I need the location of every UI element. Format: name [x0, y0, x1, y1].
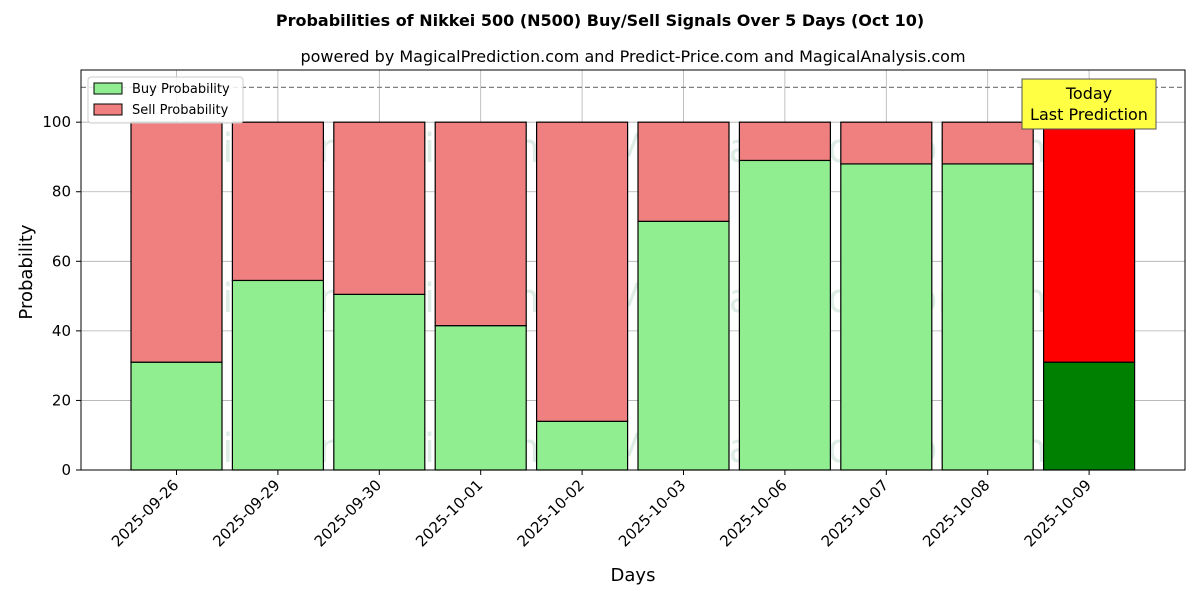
today-annotation: Today Last Prediction [1021, 78, 1157, 130]
y-tick-label: 40 [52, 322, 71, 340]
bar-buy-probability [333, 293, 426, 471]
bar-sell-probability [333, 121, 426, 295]
bar-sell-probability [434, 121, 527, 327]
bar-sell-probability [535, 121, 629, 422]
x-axis-label: Days [611, 565, 656, 586]
bar-buy-probability [130, 361, 223, 471]
x-tick-label: 2025-10-07 [818, 476, 892, 550]
x-tick-label: 2025-10-08 [919, 476, 993, 550]
y-tick-label: 80 [52, 183, 71, 201]
bar-buy-probability [231, 279, 324, 471]
annotation-text: Last Prediction [1030, 105, 1148, 124]
bar-sell-probability [840, 121, 933, 165]
x-tick-label: 2025-09-29 [209, 476, 283, 550]
legend-swatch [93, 103, 123, 116]
x-tick-label: 2025-10-02 [514, 476, 588, 550]
annotation-box [1021, 78, 1157, 130]
x-tick-label: 2025-09-26 [108, 476, 182, 550]
x-tick-label: 2025-10-09 [1021, 476, 1095, 550]
bar-buy-probability [738, 159, 832, 471]
x-tick-label: 2025-10-01 [412, 476, 486, 550]
bar-sell-probability [637, 121, 730, 222]
bar-buy-probability [941, 163, 1034, 471]
bar-buy-probability [637, 220, 730, 471]
bar-buy-probability [535, 420, 629, 471]
legend: Buy Probability Sell Probability [87, 76, 244, 124]
y-tick-label: 20 [52, 391, 71, 409]
legend-swatch [93, 82, 123, 95]
x-tick-label: 2025-10-06 [716, 476, 790, 550]
plot-frame [80, 69, 1186, 471]
bar-sell-probability [130, 121, 223, 363]
legend-label: Buy Probability [132, 82, 230, 97]
y-tick-label: 100 [42, 113, 71, 131]
bar-buy-probability [840, 163, 933, 471]
bar-sell-probability [738, 121, 832, 162]
y-tick-label: 60 [52, 252, 71, 270]
x-tick-label: 2025-09-30 [311, 476, 385, 550]
bars-layer [130, 121, 1136, 471]
y-axis-label: Probability [16, 224, 37, 319]
chart-title: Probabilities of Nikkei 500 (N500) Buy/S… [276, 11, 924, 30]
x-tick-label: 2025-10-03 [615, 476, 689, 550]
bar-buy-probability [434, 325, 527, 471]
chart-subtitle: powered by MagicalPrediction.com and Pre… [300, 47, 965, 66]
bar-buy-probability [1042, 361, 1136, 471]
y-tick-label: 0 [61, 461, 71, 479]
legend-label: Sell Probability [132, 103, 229, 118]
annotation-text: Today [1065, 84, 1112, 103]
bar-sell-probability [1042, 121, 1136, 363]
bar-sell-probability [941, 121, 1034, 165]
bar-sell-probability [231, 121, 324, 282]
legend-box [87, 76, 244, 124]
